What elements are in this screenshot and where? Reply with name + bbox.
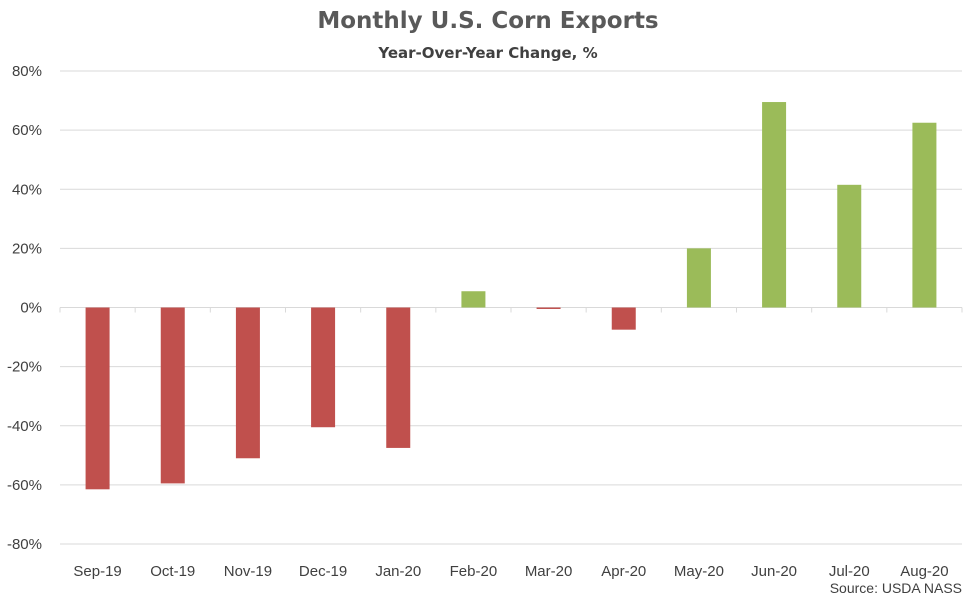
y-tick-label: 0% [20,300,42,317]
bar-aug-20 [912,122,937,308]
bar-mar-20 [536,307,561,309]
x-tick-label: Mar-20 [525,563,573,580]
gridlines [59,70,963,545]
y-tick-label: 20% [12,240,42,257]
y-tick-label: 40% [12,181,42,198]
x-tick-label: Apr-20 [601,563,646,580]
bar-jan-20 [386,307,411,448]
bars [85,102,937,490]
x-tick-label: Feb-20 [450,563,498,580]
y-tick-label: -60% [7,477,42,494]
chart-subtitle: Year-Over-Year Change, % [378,44,598,62]
y-tick-label: -20% [7,359,42,376]
x-tick-label: Sep-19 [73,563,121,580]
bar-oct-19 [160,307,185,484]
y-tick-label: 80% [12,63,42,80]
bar-apr-20 [611,307,636,330]
x-tick-label: Oct-19 [150,563,195,580]
y-tick-label: -40% [7,418,42,435]
x-tick-label: May-20 [674,563,724,580]
y-tick-label: -80% [7,536,42,553]
x-tick-label: Dec-19 [299,563,347,580]
x-tick-label: Jan-20 [375,563,421,580]
bar-dec-19 [311,307,336,428]
x-tick-label: Aug-20 [900,563,948,580]
bar-jul-20 [837,184,862,308]
chart-title: Monthly U.S. Corn Exports [317,8,659,34]
x-axis-tick-labels: Sep-19 Oct-19 Nov-19 Dec-19 Jan-20 Feb-20 Mar-… [73,563,948,580]
bar-feb-20 [461,291,486,308]
bar-may-20 [686,248,711,308]
x-tick-label: Jul-20 [829,563,870,580]
bar-nov-19 [235,307,260,459]
source-note: Source: USDA NASS [829,580,962,596]
x-tick-label: Jun-20 [751,563,797,580]
bar-jun-20 [762,102,787,308]
y-tick-label: 60% [12,122,42,139]
y-axis-tick-labels: 80% 60% 40% 20% 0% -20% -40% -60% -80% [7,63,42,553]
x-tick-label: Nov-19 [224,563,272,580]
bar-sep-19 [85,307,110,490]
